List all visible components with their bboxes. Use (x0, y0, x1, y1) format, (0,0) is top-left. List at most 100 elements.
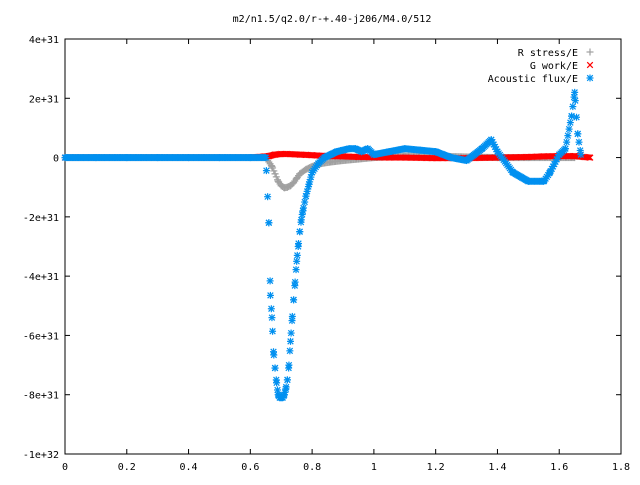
x-tick-label: 0.8 (303, 462, 321, 473)
data-point (567, 119, 574, 126)
data-point (364, 145, 371, 152)
y-tick-label: -6e+31 (23, 331, 59, 342)
data-point (564, 132, 571, 139)
x-tick-label: 0.2 (118, 462, 136, 473)
data-point (488, 136, 495, 143)
chart-title: m2/n1.5/q2.0/r-+.40-j206/M4.0/512 (233, 14, 432, 25)
data-point (346, 145, 353, 152)
data-point (563, 139, 570, 146)
data-point (463, 157, 470, 164)
legend-label: Acoustic flux/E (488, 74, 578, 85)
y-tick-label: -2e+31 (23, 213, 59, 224)
data-point (92, 154, 99, 161)
data-point (327, 151, 334, 158)
data-point (448, 154, 455, 161)
data-point (288, 330, 295, 337)
legend-label: R stress/E (518, 48, 578, 59)
data-point (268, 314, 275, 321)
data-point (352, 145, 359, 152)
data-point (301, 199, 308, 206)
data-point (293, 266, 300, 273)
data-point (306, 181, 313, 188)
y-tick-label: 0 (53, 154, 59, 165)
y-tick-label: -4e+31 (23, 272, 59, 283)
data-point (575, 139, 582, 146)
data-point (562, 145, 569, 152)
data-point (62, 154, 69, 161)
data-point (307, 174, 314, 181)
data-point (571, 89, 578, 96)
y-tick-label: -1e+32 (23, 450, 59, 461)
data-point (267, 292, 274, 299)
data-point (568, 113, 575, 120)
data-point (293, 258, 300, 265)
data-point (290, 296, 297, 303)
data-point (333, 148, 340, 155)
data-point (302, 193, 309, 200)
data-point (315, 160, 322, 167)
data-point (295, 243, 302, 250)
data-point (417, 147, 424, 154)
x-tick-label: 1 (371, 462, 377, 473)
legend: R stress/E G work/E Acoustic flux/E (488, 48, 594, 85)
x-tick-label: 1.4 (488, 462, 506, 473)
legend-marker (587, 49, 594, 56)
x-tick-label: 0.4 (180, 462, 198, 473)
data-point (269, 328, 276, 335)
data-point (272, 365, 279, 372)
data-point (546, 169, 553, 176)
y-tick-label: 2e+31 (29, 94, 59, 105)
data-point (540, 178, 547, 185)
data-point (566, 126, 573, 133)
x-tick-label: 0.6 (241, 462, 259, 473)
series-3 (62, 89, 585, 401)
data-point (370, 151, 377, 158)
data-point (289, 317, 296, 324)
x-tick-label: 1.2 (427, 462, 445, 473)
data-point (294, 252, 301, 259)
x-tick-label: 1.8 (612, 462, 630, 473)
data-point (281, 391, 288, 398)
data-point (573, 114, 580, 121)
data-point (525, 178, 532, 185)
data-point (282, 385, 289, 392)
data-point (479, 145, 486, 152)
data-point (285, 362, 292, 369)
data-point (263, 167, 270, 174)
data-point (273, 379, 280, 386)
legend-marker (587, 75, 594, 82)
data-point (494, 148, 501, 155)
data-point (216, 154, 223, 161)
data-point (298, 216, 305, 223)
x-tick-label: 1.6 (550, 462, 568, 473)
data-point (401, 145, 408, 152)
data-point (556, 151, 563, 158)
data-point (340, 147, 347, 154)
data-point (299, 207, 306, 214)
data-point (284, 376, 291, 383)
data-point (286, 347, 293, 354)
data-point (386, 148, 393, 155)
data-point (358, 148, 365, 155)
data-point (309, 169, 316, 176)
data-point (154, 154, 161, 161)
data-point (267, 277, 274, 284)
data-point (577, 151, 584, 158)
series-layer (62, 89, 593, 401)
data-point (265, 219, 272, 226)
data-point (574, 130, 581, 137)
data-point (509, 169, 516, 176)
data-point (292, 279, 299, 286)
data-point (264, 193, 271, 200)
data-point (270, 348, 277, 355)
data-point (572, 97, 579, 104)
y-tick-label: 4e+31 (29, 35, 59, 46)
data-point (247, 154, 254, 161)
x-tick-label: 0 (62, 462, 68, 473)
data-point (287, 338, 294, 345)
legend-label: G work/E (530, 61, 578, 72)
plot-frame (65, 39, 621, 454)
